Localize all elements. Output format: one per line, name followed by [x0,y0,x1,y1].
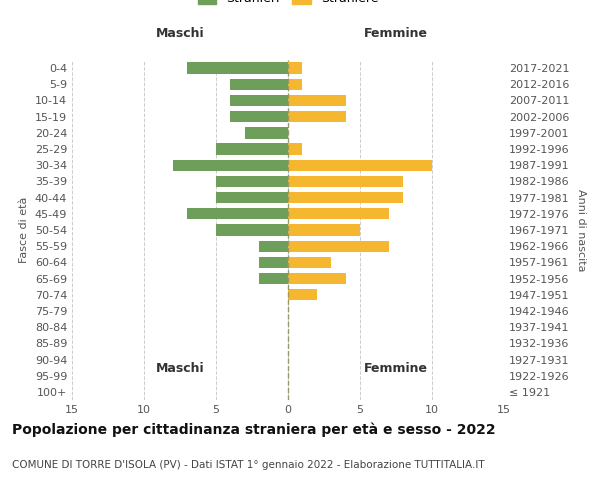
Bar [259,273,288,284]
Text: Maschi: Maschi [155,362,205,374]
Bar [230,78,288,90]
Text: Femmine: Femmine [364,26,428,40]
Bar [173,160,288,171]
Bar [288,273,346,284]
Bar [259,240,288,252]
Bar [288,208,389,220]
Bar [288,144,302,154]
Y-axis label: Fasce di età: Fasce di età [19,197,29,263]
Bar [187,208,288,220]
Bar [288,95,346,106]
Bar [288,224,360,235]
Bar [230,111,288,122]
Bar [230,95,288,106]
Bar [288,256,331,268]
Text: Popolazione per cittadinanza straniera per età e sesso - 2022: Popolazione per cittadinanza straniera p… [12,422,496,437]
Bar [288,289,317,300]
Bar [288,240,389,252]
Bar [288,78,302,90]
Text: Maschi: Maschi [155,26,205,40]
Bar [288,176,403,187]
Bar [216,144,288,154]
Bar [288,111,346,122]
Legend: Stranieri, Straniere: Stranieri, Straniere [197,0,379,5]
Bar [245,127,288,138]
Bar [216,224,288,235]
Bar [259,256,288,268]
Y-axis label: Anni di nascita: Anni di nascita [576,188,586,271]
Bar [216,192,288,203]
Bar [187,62,288,74]
Bar [288,192,403,203]
Bar [288,160,432,171]
Text: COMUNE DI TORRE D'ISOLA (PV) - Dati ISTAT 1° gennaio 2022 - Elaborazione TUTTITA: COMUNE DI TORRE D'ISOLA (PV) - Dati ISTA… [12,460,485,470]
Bar [288,62,302,74]
Text: Femmine: Femmine [364,362,428,374]
Bar [216,176,288,187]
